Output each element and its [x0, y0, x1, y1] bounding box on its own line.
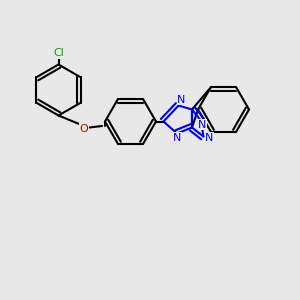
Text: O: O: [80, 124, 88, 134]
Text: N: N: [198, 119, 207, 130]
Text: N: N: [173, 133, 181, 143]
Text: N: N: [205, 133, 214, 143]
Text: Cl: Cl: [53, 48, 64, 59]
Text: N: N: [177, 94, 186, 105]
